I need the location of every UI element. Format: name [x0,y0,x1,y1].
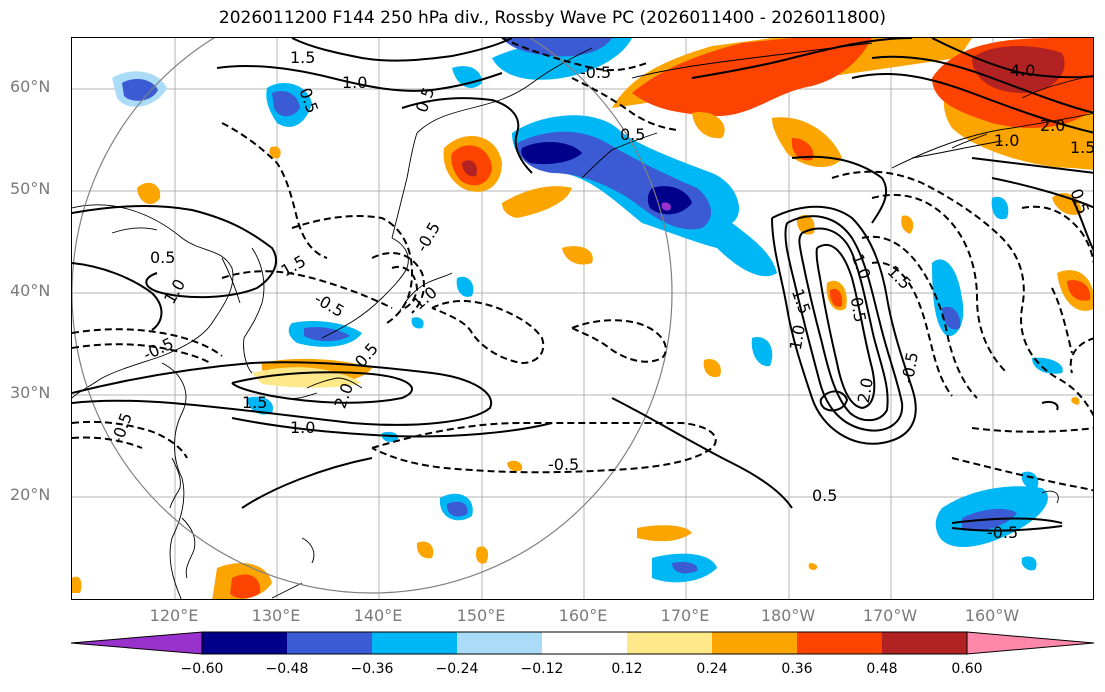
lon-label-170w: 170°W [862,606,918,625]
contour-label: 1.5 [1070,138,1094,157]
colorbar-tick-label: −0.36 [350,661,394,677]
colorbar-bin [287,632,372,654]
contour-label: 1.0 [994,131,1019,150]
chart-title: 2026011200 F144 250 hPa div., Rossby Wav… [218,8,887,28]
colorbar-bin [882,632,967,654]
lon-label-180w: 180°W [760,606,816,625]
colorbar-tick-label: 0.24 [696,661,728,677]
rossby-radius-circle [72,38,673,594]
colorbar-extend-max [966,631,1095,655]
dashed-contours [72,38,1093,492]
colorbar-tick-label: −0.12 [520,661,564,677]
contour-label: -0.5 [580,63,611,82]
lon-label-170e: 170°E [660,606,710,625]
colorbar-bin [627,632,712,654]
colorbar-bin [372,632,457,654]
lon-label-140e: 140°E [353,606,403,625]
contour-label: -0.5 [548,455,579,474]
lat-label-40n: 40°N [10,281,51,300]
map-svg: 1.5 1.0 0.5 -0.5 0.5 4.0 2.0 1.0 1.5 0.5… [72,38,1094,599]
contour-label: 1.0 [160,276,189,308]
solid-contours [72,38,1093,532]
contour-label: 1.0 [290,418,315,437]
map-panel[interactable]: 1.5 1.0 0.5 -0.5 0.5 4.0 2.0 1.0 1.5 0.5… [71,37,1094,600]
lon-label-150e: 150°E [456,606,506,625]
colorbar-tick-label: 0.48 [866,661,898,677]
contour-label: 2.0 [1040,116,1065,135]
lon-label-130e: 130°E [251,606,301,625]
contour-label: 1.5 [290,48,315,67]
contour-label: 1.5 [884,262,915,293]
contour-label: 0.5 [847,296,870,324]
lat-label-30n: 30°N [10,383,51,402]
contour-label: -0.5 [412,219,444,256]
contour-label: 1.0 [342,73,367,92]
negative-divergence-fills [112,38,1063,583]
contour-label: -0.5 [108,410,137,446]
contour-label: 1.0 [786,323,809,351]
lat-label-20n: 20°N [10,485,51,504]
contour-label: -0.5 [140,334,176,364]
contour-label: 0.5 [150,248,175,267]
lon-label-160w: 160°W [964,606,1020,625]
colorbar-bin [712,632,797,654]
lon-label-160e: 160°E [558,606,608,625]
lon-label-120e: 120°E [149,606,199,625]
contour-label: 1.5 [788,286,815,316]
colorbar-outline [201,631,968,655]
contour-label: 1.5 [242,393,267,412]
colorbar-bin [542,632,627,654]
contour-label: -0.5 [898,351,922,385]
contour-label: 0.5 [620,125,645,144]
colorbar-tick-label: 0.60 [951,661,983,677]
colorbar-extend-min [70,631,203,655]
contour-label: 0.5 [812,486,837,505]
contour-label: 4.0 [1010,61,1035,80]
colorbar-bin [202,632,287,654]
colorbar [70,631,1095,655]
colorbar-tick-label: 0.36 [781,661,813,677]
contour-label: -0.5 [311,289,348,321]
contour-label: -0.5 [987,523,1018,542]
colorbar-tick-label: −0.24 [435,661,479,677]
colorbar-tick-label: −0.60 [180,661,224,677]
contour-label: 2.0 [854,376,877,404]
lat-label-60n: 60°N [10,77,51,96]
colorbar-tick-label: −0.48 [265,661,309,677]
colorbar-bin [457,632,542,654]
coastlines [72,42,1093,599]
colorbar-bin [797,632,882,654]
lat-label-50n: 50°N [10,179,51,198]
colorbar-tick-label: 0.12 [611,661,643,677]
